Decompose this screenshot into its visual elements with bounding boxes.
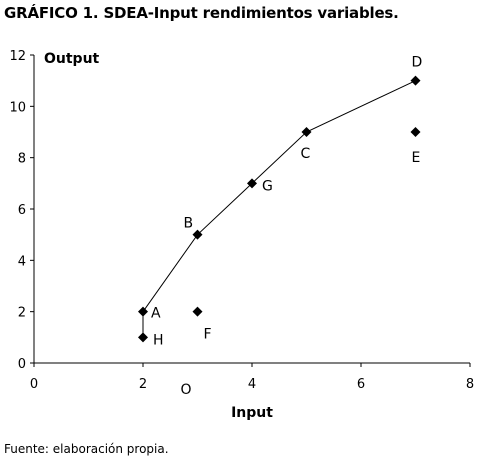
point-marker-e <box>410 127 421 137</box>
source-note: Fuente: elaboración propia. <box>4 442 169 456</box>
x-tick-label: 6 <box>357 377 365 392</box>
frontier-line-group <box>142 80 416 338</box>
y-tick-label: 8 <box>18 152 26 167</box>
point-label-c: C <box>301 146 311 162</box>
y-tick-label: 12 <box>9 49 26 64</box>
point-label-h: H <box>153 332 164 348</box>
frontier-line <box>142 80 416 338</box>
axes: 0 2 4 6 8 10 12 0 2 4 6 8 <box>9 49 474 392</box>
point-label-g: G <box>262 178 273 194</box>
point-label-b: B <box>184 216 194 232</box>
y-tick-label: 4 <box>18 254 26 269</box>
point-marker-g <box>247 178 257 189</box>
point-label-f: F <box>204 327 212 343</box>
point-labels-group: A B C D E F G H <box>151 55 422 349</box>
x-axis-label: Input <box>231 405 273 421</box>
chart-title: GRÁFICO 1. SDEA-Input rendimientos varia… <box>4 4 399 22</box>
point-label-a: A <box>151 306 161 322</box>
y-tick-label: 6 <box>18 203 26 218</box>
origin-label: O <box>180 382 191 398</box>
point-marker-c <box>301 127 312 137</box>
point-marker-h <box>138 332 148 343</box>
chart: 0 2 4 6 8 10 12 0 2 4 6 8 A B C D E F G H Output Input O <box>9 49 474 421</box>
point-label-e: E <box>412 150 421 166</box>
y-axis-label: Output <box>44 51 100 67</box>
point-marker-f <box>192 306 203 317</box>
point-marker-d <box>410 75 421 86</box>
x-tick-label: 8 <box>466 377 474 392</box>
point-marker-b <box>192 229 203 240</box>
point-label-d: D <box>412 55 423 71</box>
y-tick-label: 0 <box>18 357 26 372</box>
y-tick-label: 10 <box>9 100 26 115</box>
point-marker-a <box>138 306 148 317</box>
x-tick-label: 0 <box>30 377 38 392</box>
x-tick-label: 4 <box>248 377 256 392</box>
x-tick-label: 2 <box>139 377 147 392</box>
markers-group <box>138 75 421 343</box>
y-tick-label: 2 <box>18 306 26 321</box>
